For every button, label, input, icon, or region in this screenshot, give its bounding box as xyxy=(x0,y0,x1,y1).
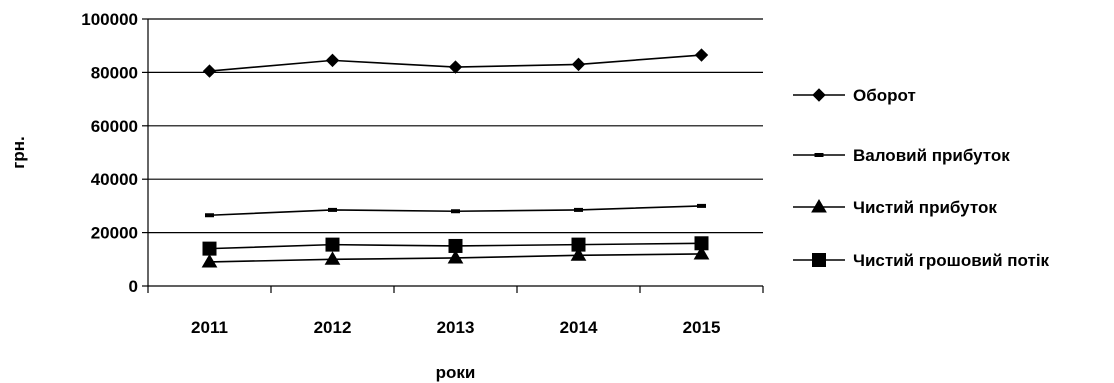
y-axis-title: грн. xyxy=(9,136,28,168)
square-marker xyxy=(202,241,217,256)
diamond-marker xyxy=(694,48,709,62)
square-marker xyxy=(448,238,463,253)
x-tick-label: 2014 xyxy=(560,318,598,337)
legend-label: Оборот xyxy=(853,86,916,105)
diamond-marker xyxy=(202,64,217,78)
triangle-marker xyxy=(570,247,587,261)
legend-item: Оборот xyxy=(793,86,916,105)
legend-item: Чистий прибуток xyxy=(793,198,997,217)
dash-marker xyxy=(451,209,460,214)
square-marker xyxy=(812,253,826,267)
triangle-marker xyxy=(693,245,710,260)
x-axis-ticks: 2011 2012 2013 2014 2015 xyxy=(147,286,764,337)
diamond-marker xyxy=(448,60,463,74)
gridlines xyxy=(148,18,763,234)
dash-marker xyxy=(574,207,583,212)
triangle-marker xyxy=(811,199,827,213)
dash-marker xyxy=(814,153,824,157)
y-axis-ticks: 0 20000 40000 60000 80000 100000 xyxy=(81,10,148,296)
y-tick-label: 60000 xyxy=(91,117,138,136)
series-group xyxy=(201,48,710,268)
x-tick-label: 2013 xyxy=(437,318,475,337)
y-tick-label: 0 xyxy=(129,277,138,296)
x-tick-label: 2012 xyxy=(314,318,352,337)
x-axis-title: роки xyxy=(436,363,476,382)
series-4 xyxy=(202,236,709,256)
diamond-marker xyxy=(571,57,586,72)
x-tick-label: 2011 xyxy=(191,318,228,337)
triangle-marker xyxy=(447,249,464,264)
diamond-marker xyxy=(325,53,340,68)
square-marker xyxy=(325,237,340,252)
legend-label: Валовий прибуток xyxy=(853,146,1010,165)
triangle-marker xyxy=(324,251,341,265)
legend-label: Чистий прибуток xyxy=(853,198,997,217)
legend: Оборот Валовий прибуток Чистий прибуток Чис… xyxy=(793,86,1050,270)
y-tick-label: 20000 xyxy=(91,224,138,243)
triangle-marker xyxy=(201,253,218,268)
y-tick-label: 100000 xyxy=(81,10,138,29)
series-2 xyxy=(205,203,706,218)
series-1 xyxy=(202,48,709,78)
square-marker xyxy=(694,236,709,251)
x-tick-label: 2015 xyxy=(683,318,721,337)
dash-marker xyxy=(205,213,214,218)
square-marker xyxy=(571,237,586,252)
dash-marker xyxy=(697,203,706,208)
legend-item: Чистий грошовий потік xyxy=(793,251,1050,270)
legend-item: Валовий прибуток xyxy=(793,146,1010,165)
diamond-marker xyxy=(812,88,826,102)
legend-label: Чистий грошовий потік xyxy=(853,251,1050,270)
series-3 xyxy=(201,245,710,268)
y-tick-label: 80000 xyxy=(91,63,138,82)
y-tick-label: 40000 xyxy=(91,170,138,189)
dash-marker xyxy=(328,207,337,212)
